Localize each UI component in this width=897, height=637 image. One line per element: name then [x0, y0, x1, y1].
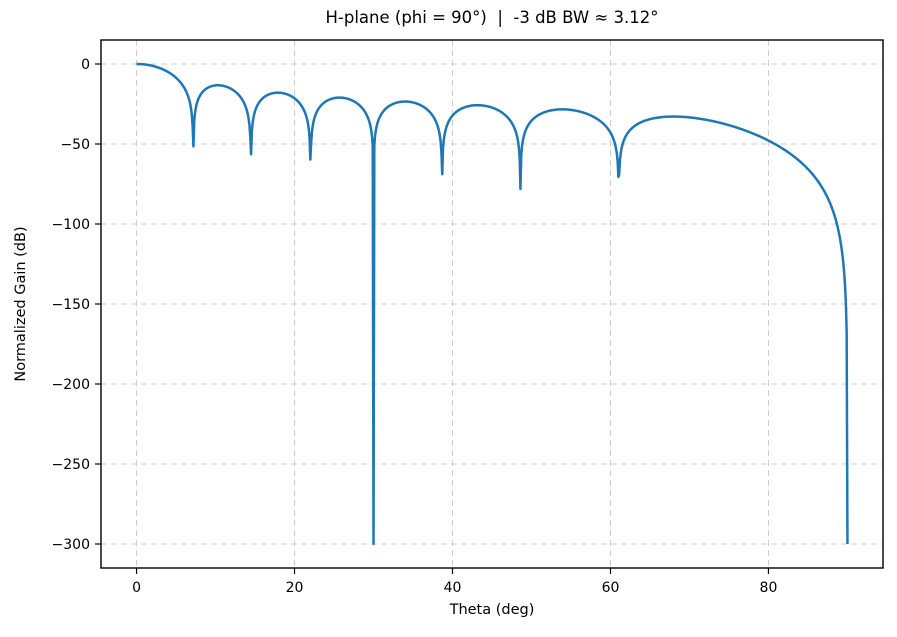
y-tick-label: −100 — [52, 217, 90, 233]
x-tick-label: 40 — [444, 580, 462, 596]
x-tick-label: 80 — [760, 580, 778, 596]
y-axis-label: Normalized Gain (dB) — [13, 226, 29, 382]
axes-box — [100, 39, 884, 569]
y-tick-label: −150 — [52, 297, 90, 313]
y-tick-label: −250 — [52, 457, 90, 473]
y-tick-label: −200 — [52, 377, 90, 393]
y-tick-label: 0 — [81, 57, 90, 73]
x-tick-label: 60 — [602, 580, 620, 596]
chart-title: H-plane (phi = 90°) | -3 dB BW ≈ 3.12° — [325, 8, 659, 27]
x-axis-label: Theta (deg) — [449, 602, 535, 618]
y-tick-label: −300 — [52, 537, 90, 553]
grid-lines — [101, 40, 883, 568]
y-tick-label: −50 — [60, 137, 90, 153]
x-tick-label: 20 — [286, 580, 304, 596]
tick-labels: 0 20 40 60 80 0 −50 −100 −150 −200 −250 −300 — [52, 57, 778, 596]
gain-curve-line — [136, 62, 849, 546]
x-tick-label: 0 — [132, 580, 141, 596]
tick-marks — [95, 63, 770, 574]
